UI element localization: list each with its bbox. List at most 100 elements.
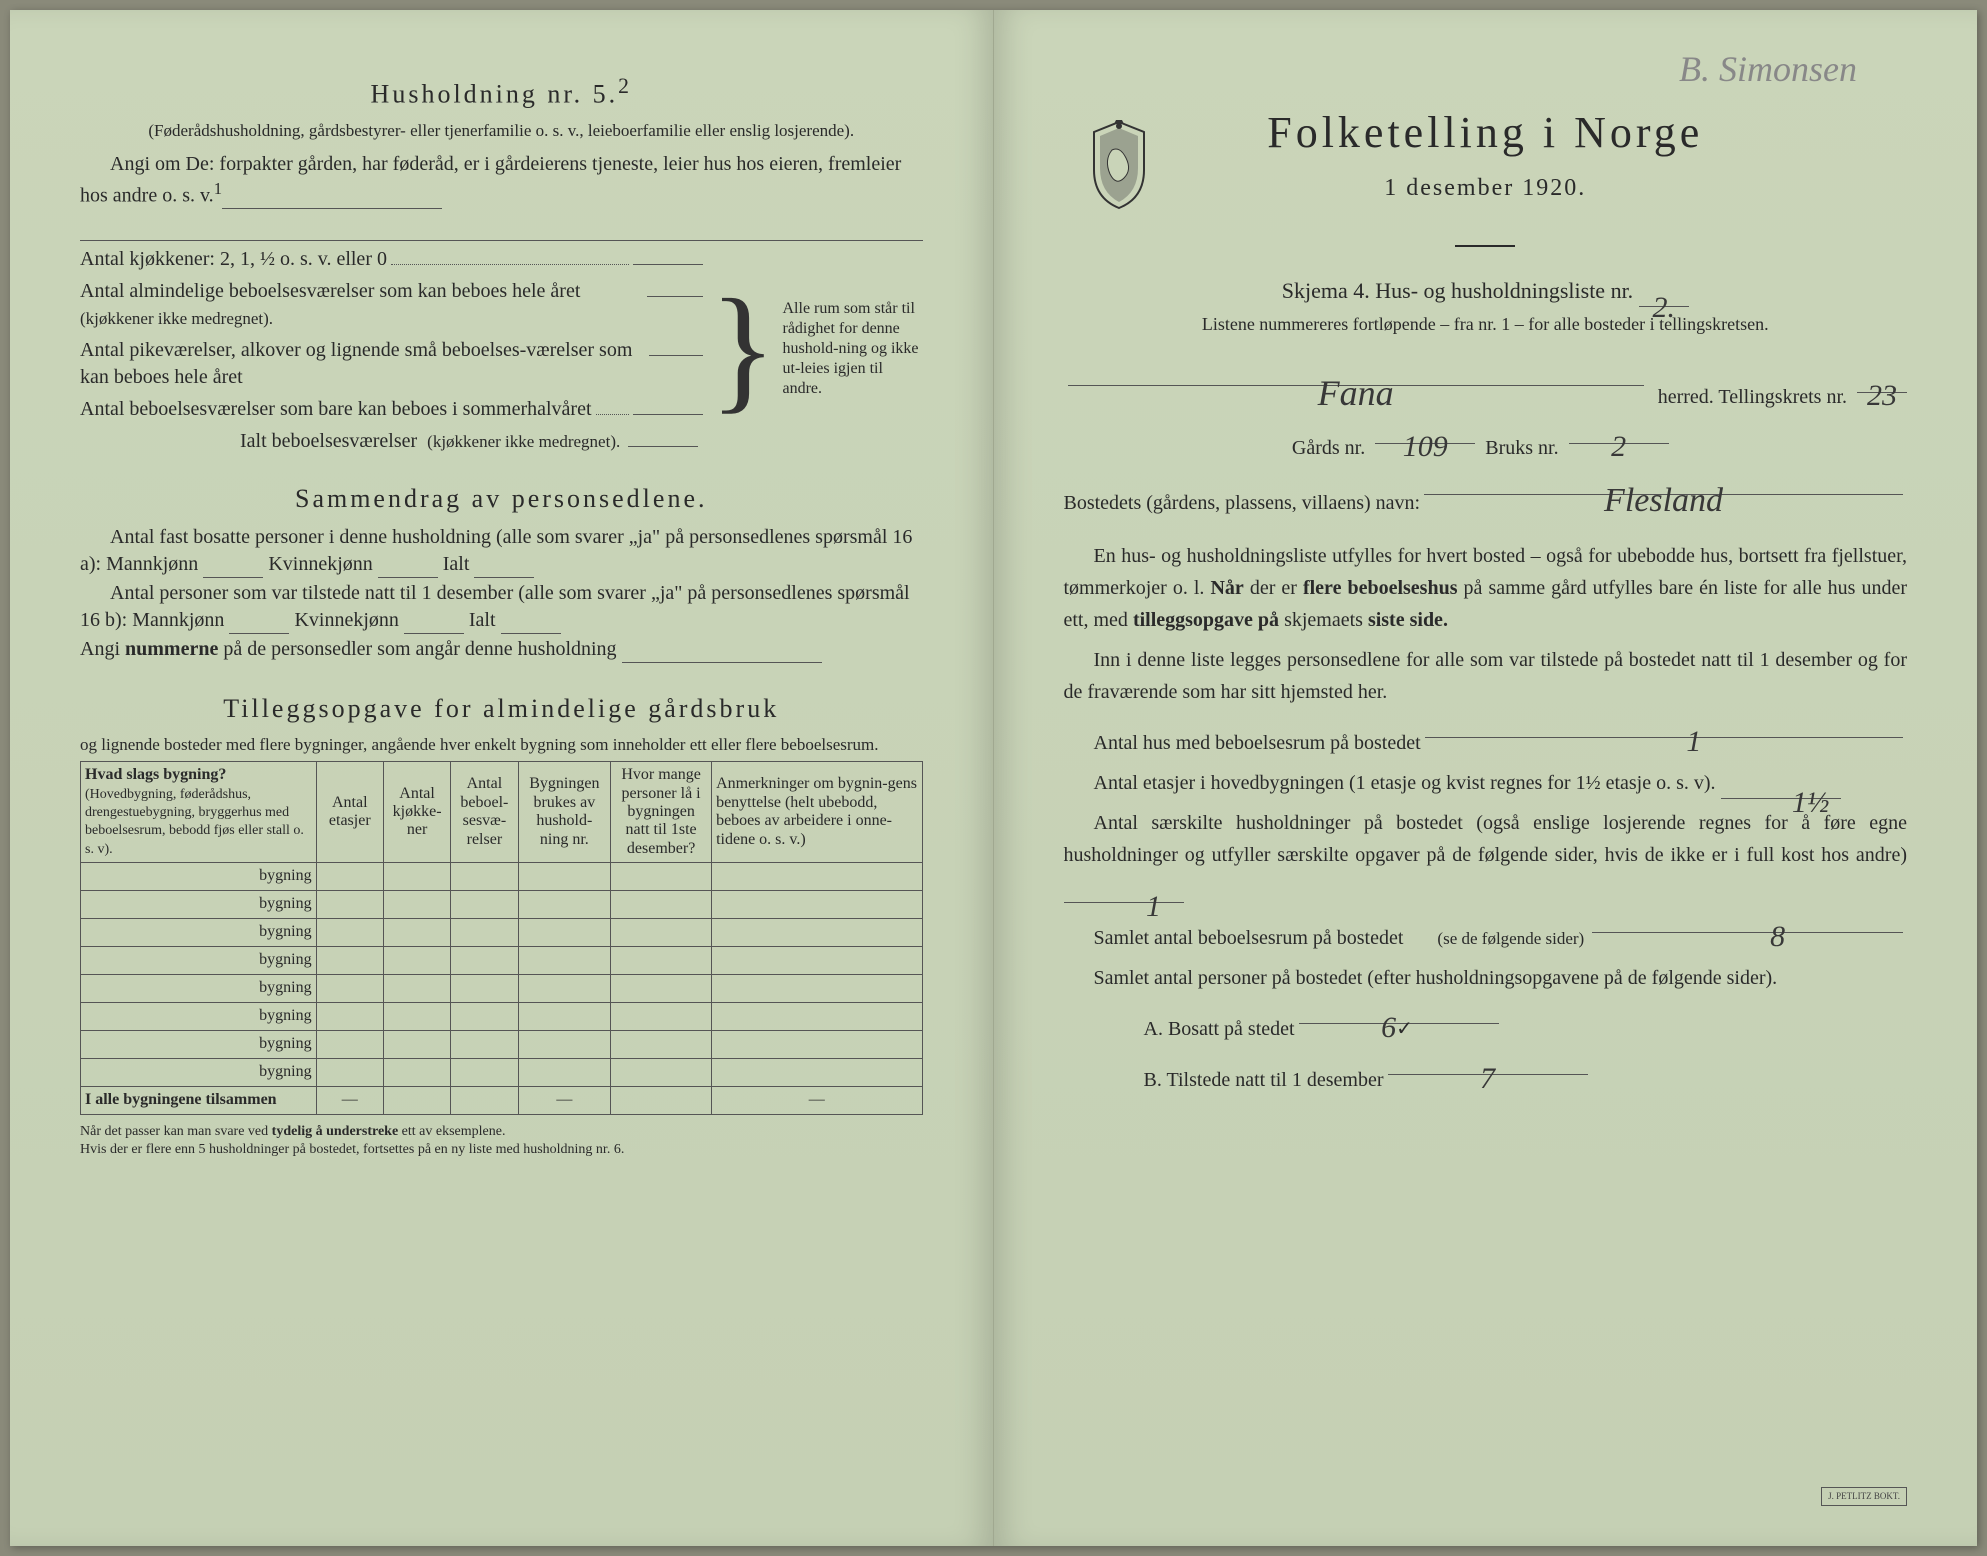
- table-row: bygning: [81, 975, 923, 1003]
- q-A-field: 6: [1299, 1002, 1499, 1024]
- cell: [518, 891, 611, 919]
- ialt-label-sub: (kjøkkener ikke medregnet).: [427, 432, 620, 451]
- cell: [451, 1087, 518, 1114]
- v-A: 6: [1381, 1004, 1396, 1052]
- sammendrag-p2: Antal personer som var tilstede natt til…: [80, 580, 923, 634]
- q-beb-label: Samlet antal beboelsesrum på bostedet: [1064, 922, 1404, 954]
- ialt-label-text: Ialt beboelsesværelser: [240, 430, 417, 452]
- ia1-blank: [474, 556, 534, 578]
- cell: [316, 1003, 383, 1031]
- q-B-label: B. Tilstede natt til 1 desember: [1144, 1064, 1384, 1096]
- footer1-bold: tydelig å understreke: [272, 1124, 399, 1139]
- ialt-1: Ialt: [443, 553, 470, 575]
- bosted-value: Flesland: [1604, 475, 1723, 526]
- table-row: bygning: [81, 947, 923, 975]
- brace-glyph: }: [709, 279, 776, 419]
- cell: [383, 919, 450, 947]
- cell: [383, 1031, 450, 1059]
- cell: [518, 919, 611, 947]
- herred-field: Fana: [1068, 364, 1644, 386]
- cell: [518, 975, 611, 1003]
- total-label: I alle bygningene tilsammen: [81, 1087, 317, 1114]
- page-title: Folketelling i Norge: [1064, 100, 1908, 166]
- cell: [451, 1003, 518, 1031]
- cell: [383, 975, 450, 1003]
- table-row: bygning: [81, 891, 923, 919]
- bosted-field: Flesland: [1424, 473, 1903, 495]
- cell: [712, 919, 922, 947]
- th1-main: Hvad slags bygning?: [85, 766, 226, 783]
- kjokk-blank: [633, 243, 703, 265]
- herred-value: Fana: [1318, 366, 1394, 420]
- q-beb-sub: (se de følgende sider): [1407, 925, 1584, 952]
- q-etasjer-field: 1½: [1721, 777, 1841, 799]
- cell: [712, 863, 922, 891]
- cell: [611, 891, 712, 919]
- gaards-row: Gårds nr. 109 Bruks nr. 2: [1064, 422, 1908, 463]
- cell: [383, 1087, 450, 1114]
- v-B: 7: [1480, 1055, 1495, 1103]
- kvinnekjonn-2: Kvinnekjønn: [294, 609, 398, 631]
- cell: [316, 947, 383, 975]
- q-etasjer-label: Antal etasjer i hovedbygningen (1 etasje…: [1094, 772, 1716, 794]
- table-row: bygning: [81, 863, 923, 891]
- cell: [712, 947, 922, 975]
- cell: [518, 947, 611, 975]
- skjema-nr-field: 2.: [1639, 283, 1689, 307]
- gaards-field: 109: [1375, 422, 1475, 444]
- cell: [611, 975, 712, 1003]
- kk2-blank: [404, 612, 464, 634]
- ialt-label: Ialt beboelsesværelser (kjøkkener ikke m…: [240, 428, 620, 455]
- cell: [518, 1003, 611, 1031]
- q-hush-field: 1: [1064, 881, 1184, 903]
- cell: [451, 891, 518, 919]
- pike-label: Antal pikeværelser, alkover og lignende …: [80, 337, 641, 391]
- husholdning-heading-text: Husholdning nr. 5.: [371, 80, 619, 109]
- footer1-a: Når det passer kan man svare ved: [80, 1124, 268, 1139]
- angi-sup: 1: [214, 179, 222, 198]
- table-row: bygning: [81, 919, 923, 947]
- cell: [383, 1059, 450, 1087]
- bp1-b1: Når: [1210, 577, 1243, 599]
- cell: [712, 1031, 922, 1059]
- cell: [383, 1003, 450, 1031]
- cell: [611, 947, 712, 975]
- ialt-blank: [628, 425, 698, 447]
- bp1-b4: siste side.: [1368, 609, 1448, 631]
- cell: [383, 891, 450, 919]
- body-p2: Inn i denne liste legges personsedlene f…: [1064, 644, 1908, 708]
- bygning-cell: bygning: [81, 1031, 317, 1059]
- cell: [383, 863, 450, 891]
- mk2-blank: [229, 612, 289, 634]
- cell: [518, 863, 611, 891]
- cell: [451, 975, 518, 1003]
- mk1-blank: [203, 556, 263, 578]
- bruks-value: 2: [1611, 424, 1626, 469]
- cell: [611, 919, 712, 947]
- body-p1: En hus- og husholdningsliste utfylles fo…: [1064, 540, 1908, 636]
- cell: [611, 1031, 712, 1059]
- q-B-row: B. Tilstede natt til 1 desember 7: [1064, 1053, 1908, 1096]
- cell: [451, 919, 518, 947]
- table-head: Hvad slags bygning? (Hovedbygning, føder…: [81, 762, 923, 863]
- tillegg-heading: Tilleggsopgave for almindelige gårdsbruk: [80, 689, 923, 728]
- cell: [316, 863, 383, 891]
- skjema-label: Skjema 4. Hus- og husholdningsliste nr.: [1282, 278, 1633, 303]
- listene-note: Listene nummereres fortløpende – fra nr.…: [1064, 311, 1908, 338]
- kjokk-row: Antal kjøkkener: 2, 1, ½ o. s. v. eller …: [80, 243, 703, 273]
- bygning-cell: bygning: [81, 1059, 317, 1087]
- cell: [383, 947, 450, 975]
- table-header-row: Hvad slags bygning? (Hovedbygning, føder…: [81, 762, 923, 863]
- cell: [316, 1059, 383, 1087]
- cell: —: [316, 1087, 383, 1114]
- ia2-blank: [501, 612, 561, 634]
- cell: [712, 1003, 922, 1031]
- kitchen-col: Antal kjøkkener: 2, 1, ½ o. s. v. eller …: [80, 241, 703, 457]
- sammendrag-heading: Sammendrag av personsedlene.: [80, 479, 923, 518]
- sp3-b: på de personsedler som angår denne husho…: [223, 638, 616, 660]
- sp3-blank: [622, 641, 822, 663]
- angi-blank-2: [80, 219, 923, 241]
- sammendrag-p3: Angi nummerne på de personsedler som ang…: [80, 636, 923, 663]
- pike-row: Antal pikeværelser, alkover og lignende …: [80, 334, 703, 391]
- cell: [518, 1059, 611, 1087]
